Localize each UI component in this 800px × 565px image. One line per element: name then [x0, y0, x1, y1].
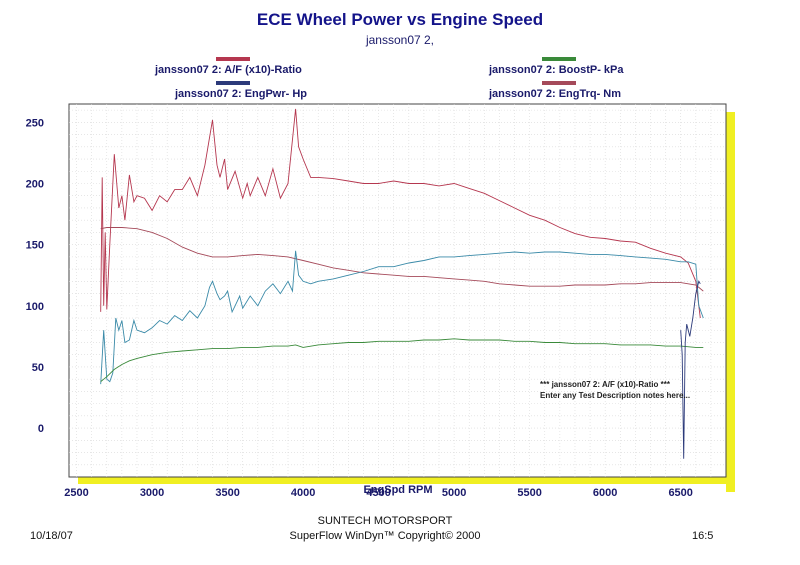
legend-label-boost: jansson07 2: BoostP- kPa	[489, 64, 624, 76]
chart-subtitle: jansson07 2,	[365, 33, 435, 47]
series-line-a-f-x10-ratio	[100, 108, 701, 319]
legend-label-af: jansson07 2: A/F (x10)-Ratio	[155, 64, 302, 76]
x-tick-label: 3500	[215, 487, 239, 499]
x-tick-label: 4000	[291, 487, 315, 499]
legend-swatch-boost	[542, 57, 576, 61]
footer-product: SuperFlow WinDyn™ Copyright© 2000	[289, 530, 481, 542]
legend-label-trq: jansson07 2: EngTrq- Nm	[489, 88, 622, 100]
y-tick-label: 150	[26, 240, 44, 252]
frame-shadow-right	[726, 112, 735, 492]
y-tick-label: 200	[26, 178, 44, 190]
y-tick-label: 100	[26, 301, 44, 313]
footer-date: 10/18/07	[30, 530, 73, 542]
y-tick-label: 0	[38, 423, 44, 435]
frame-shadow-bottom	[78, 477, 735, 484]
x-tick-label: 5500	[517, 487, 541, 499]
y-tick-label: 50	[32, 362, 44, 374]
chart-title: ECE Wheel Power vs Engine Speed	[256, 10, 544, 29]
legend-label-pwr: jansson07 2: EngPwr- Hp	[175, 88, 308, 100]
footer-company: SUNTECH MOTORSPORT	[317, 515, 453, 527]
note-line-1: *** jansson07 2: A/F (x10)-Ratio ***	[540, 380, 670, 389]
x-tick-label: 2500	[64, 487, 88, 499]
y-tick-label: 250	[26, 117, 44, 129]
legend-swatch-trq	[542, 81, 576, 85]
series-line-drop	[680, 280, 701, 459]
x-axis-label: EngSpd RPM	[363, 484, 432, 496]
series-line-engpwr-hp	[100, 250, 704, 385]
note-line-2: Enter any Test Description notes here...	[540, 391, 691, 400]
x-tick-label: 4500	[366, 487, 390, 499]
legend-swatch-pwr	[216, 81, 250, 85]
legend-swatch-af	[216, 57, 250, 61]
plot-frame	[68, 103, 727, 478]
x-tick-label: 5000	[442, 487, 466, 499]
x-tick-label: 6000	[593, 487, 617, 499]
series-line-engtrq-nm	[100, 227, 704, 292]
footer-time: 16:5	[692, 530, 714, 542]
x-tick-label: 3000	[140, 487, 164, 499]
x-tick-label: 6500	[668, 487, 692, 499]
series-line-boostp-kpa	[100, 338, 704, 382]
